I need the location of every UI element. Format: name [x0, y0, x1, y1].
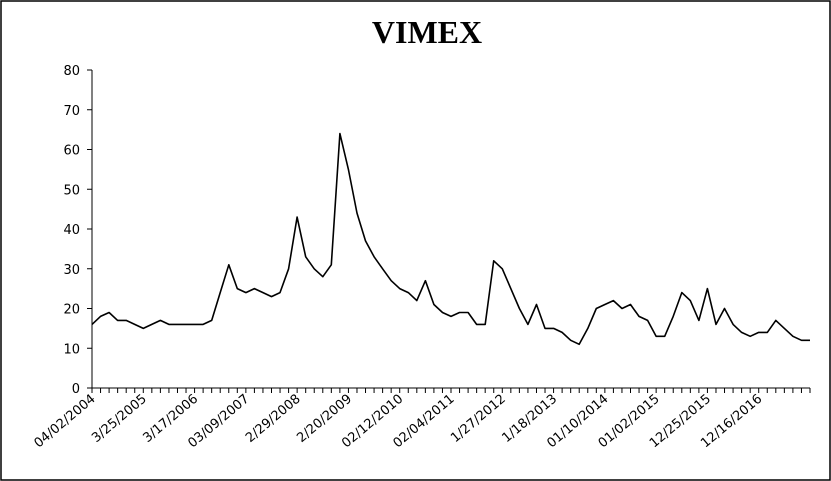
data-line [91, 132, 810, 346]
y-tick-label: 10 [63, 342, 80, 357]
chart-title: VIMEX [372, 14, 482, 50]
y-tick-label: 50 [63, 183, 80, 198]
y-tick-label: 20 [63, 303, 80, 318]
y-tick-label: 30 [63, 263, 80, 278]
y-tick-label: 70 [63, 104, 80, 119]
y-tick-label: 80 [63, 64, 80, 79]
y-tick-label: 60 [63, 144, 80, 159]
y-tick-label: 40 [63, 223, 80, 238]
y-tick-label: 0 [72, 382, 80, 397]
